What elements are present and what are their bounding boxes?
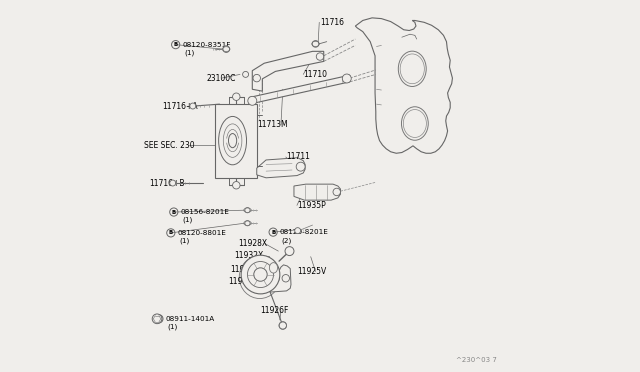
Text: (1): (1): [168, 324, 178, 330]
Text: B: B: [173, 42, 178, 47]
Circle shape: [248, 262, 273, 288]
Text: 11716+B: 11716+B: [149, 179, 184, 187]
Circle shape: [245, 208, 250, 213]
Circle shape: [285, 247, 294, 256]
Text: 11935P: 11935P: [297, 201, 326, 210]
Circle shape: [152, 314, 162, 324]
Text: 11927X: 11927X: [230, 265, 259, 274]
Circle shape: [245, 221, 250, 226]
Circle shape: [170, 180, 175, 186]
Text: 11710: 11710: [303, 70, 327, 79]
Text: 11716: 11716: [320, 18, 344, 27]
Circle shape: [190, 103, 196, 109]
Ellipse shape: [228, 134, 237, 148]
Ellipse shape: [401, 107, 428, 140]
Text: B: B: [271, 230, 275, 235]
Circle shape: [253, 74, 260, 82]
Text: 11926F: 11926F: [260, 306, 288, 315]
Text: 08120-8351F: 08120-8351F: [182, 42, 231, 48]
Ellipse shape: [398, 51, 426, 87]
Text: 11713M: 11713M: [257, 120, 287, 129]
Ellipse shape: [269, 263, 278, 273]
Text: ^230^03 7: ^230^03 7: [456, 357, 497, 363]
Circle shape: [294, 228, 301, 234]
Text: 08120-8801E: 08120-8801E: [177, 230, 227, 236]
Polygon shape: [294, 184, 340, 200]
Text: SEE SEC. 230: SEE SEC. 230: [145, 141, 195, 150]
Polygon shape: [250, 75, 349, 104]
Circle shape: [282, 275, 289, 282]
Polygon shape: [267, 257, 291, 292]
Circle shape: [243, 71, 248, 77]
Circle shape: [296, 162, 305, 171]
Text: 11716+A: 11716+A: [162, 102, 198, 110]
Text: B: B: [172, 209, 176, 215]
Polygon shape: [252, 51, 324, 91]
Circle shape: [232, 182, 240, 189]
Polygon shape: [355, 18, 452, 153]
Text: 08911-1401A: 08911-1401A: [166, 316, 215, 322]
Circle shape: [312, 41, 319, 47]
Circle shape: [333, 188, 340, 196]
Text: 08120-8201E: 08120-8201E: [280, 229, 329, 235]
Polygon shape: [215, 104, 257, 178]
Text: 08156-8201E: 08156-8201E: [180, 209, 229, 215]
Text: B: B: [169, 230, 173, 235]
Text: (2): (2): [282, 237, 292, 244]
Text: 23100C: 23100C: [207, 74, 236, 83]
Text: 11711: 11711: [286, 153, 310, 161]
Polygon shape: [257, 158, 305, 178]
Text: 11928X: 11928X: [238, 239, 268, 248]
Text: 11929X: 11929X: [228, 278, 258, 286]
Circle shape: [223, 46, 230, 52]
Text: (1): (1): [184, 50, 195, 57]
Circle shape: [241, 255, 280, 294]
Text: N: N: [157, 316, 161, 321]
Circle shape: [248, 96, 257, 105]
Circle shape: [254, 268, 267, 281]
Circle shape: [232, 93, 240, 100]
Text: 11925V: 11925V: [298, 267, 327, 276]
Circle shape: [342, 74, 351, 83]
Text: (1): (1): [179, 238, 189, 244]
Circle shape: [316, 53, 324, 60]
Circle shape: [279, 322, 287, 329]
Text: 11932X: 11932X: [234, 251, 264, 260]
Text: (1): (1): [182, 217, 193, 224]
